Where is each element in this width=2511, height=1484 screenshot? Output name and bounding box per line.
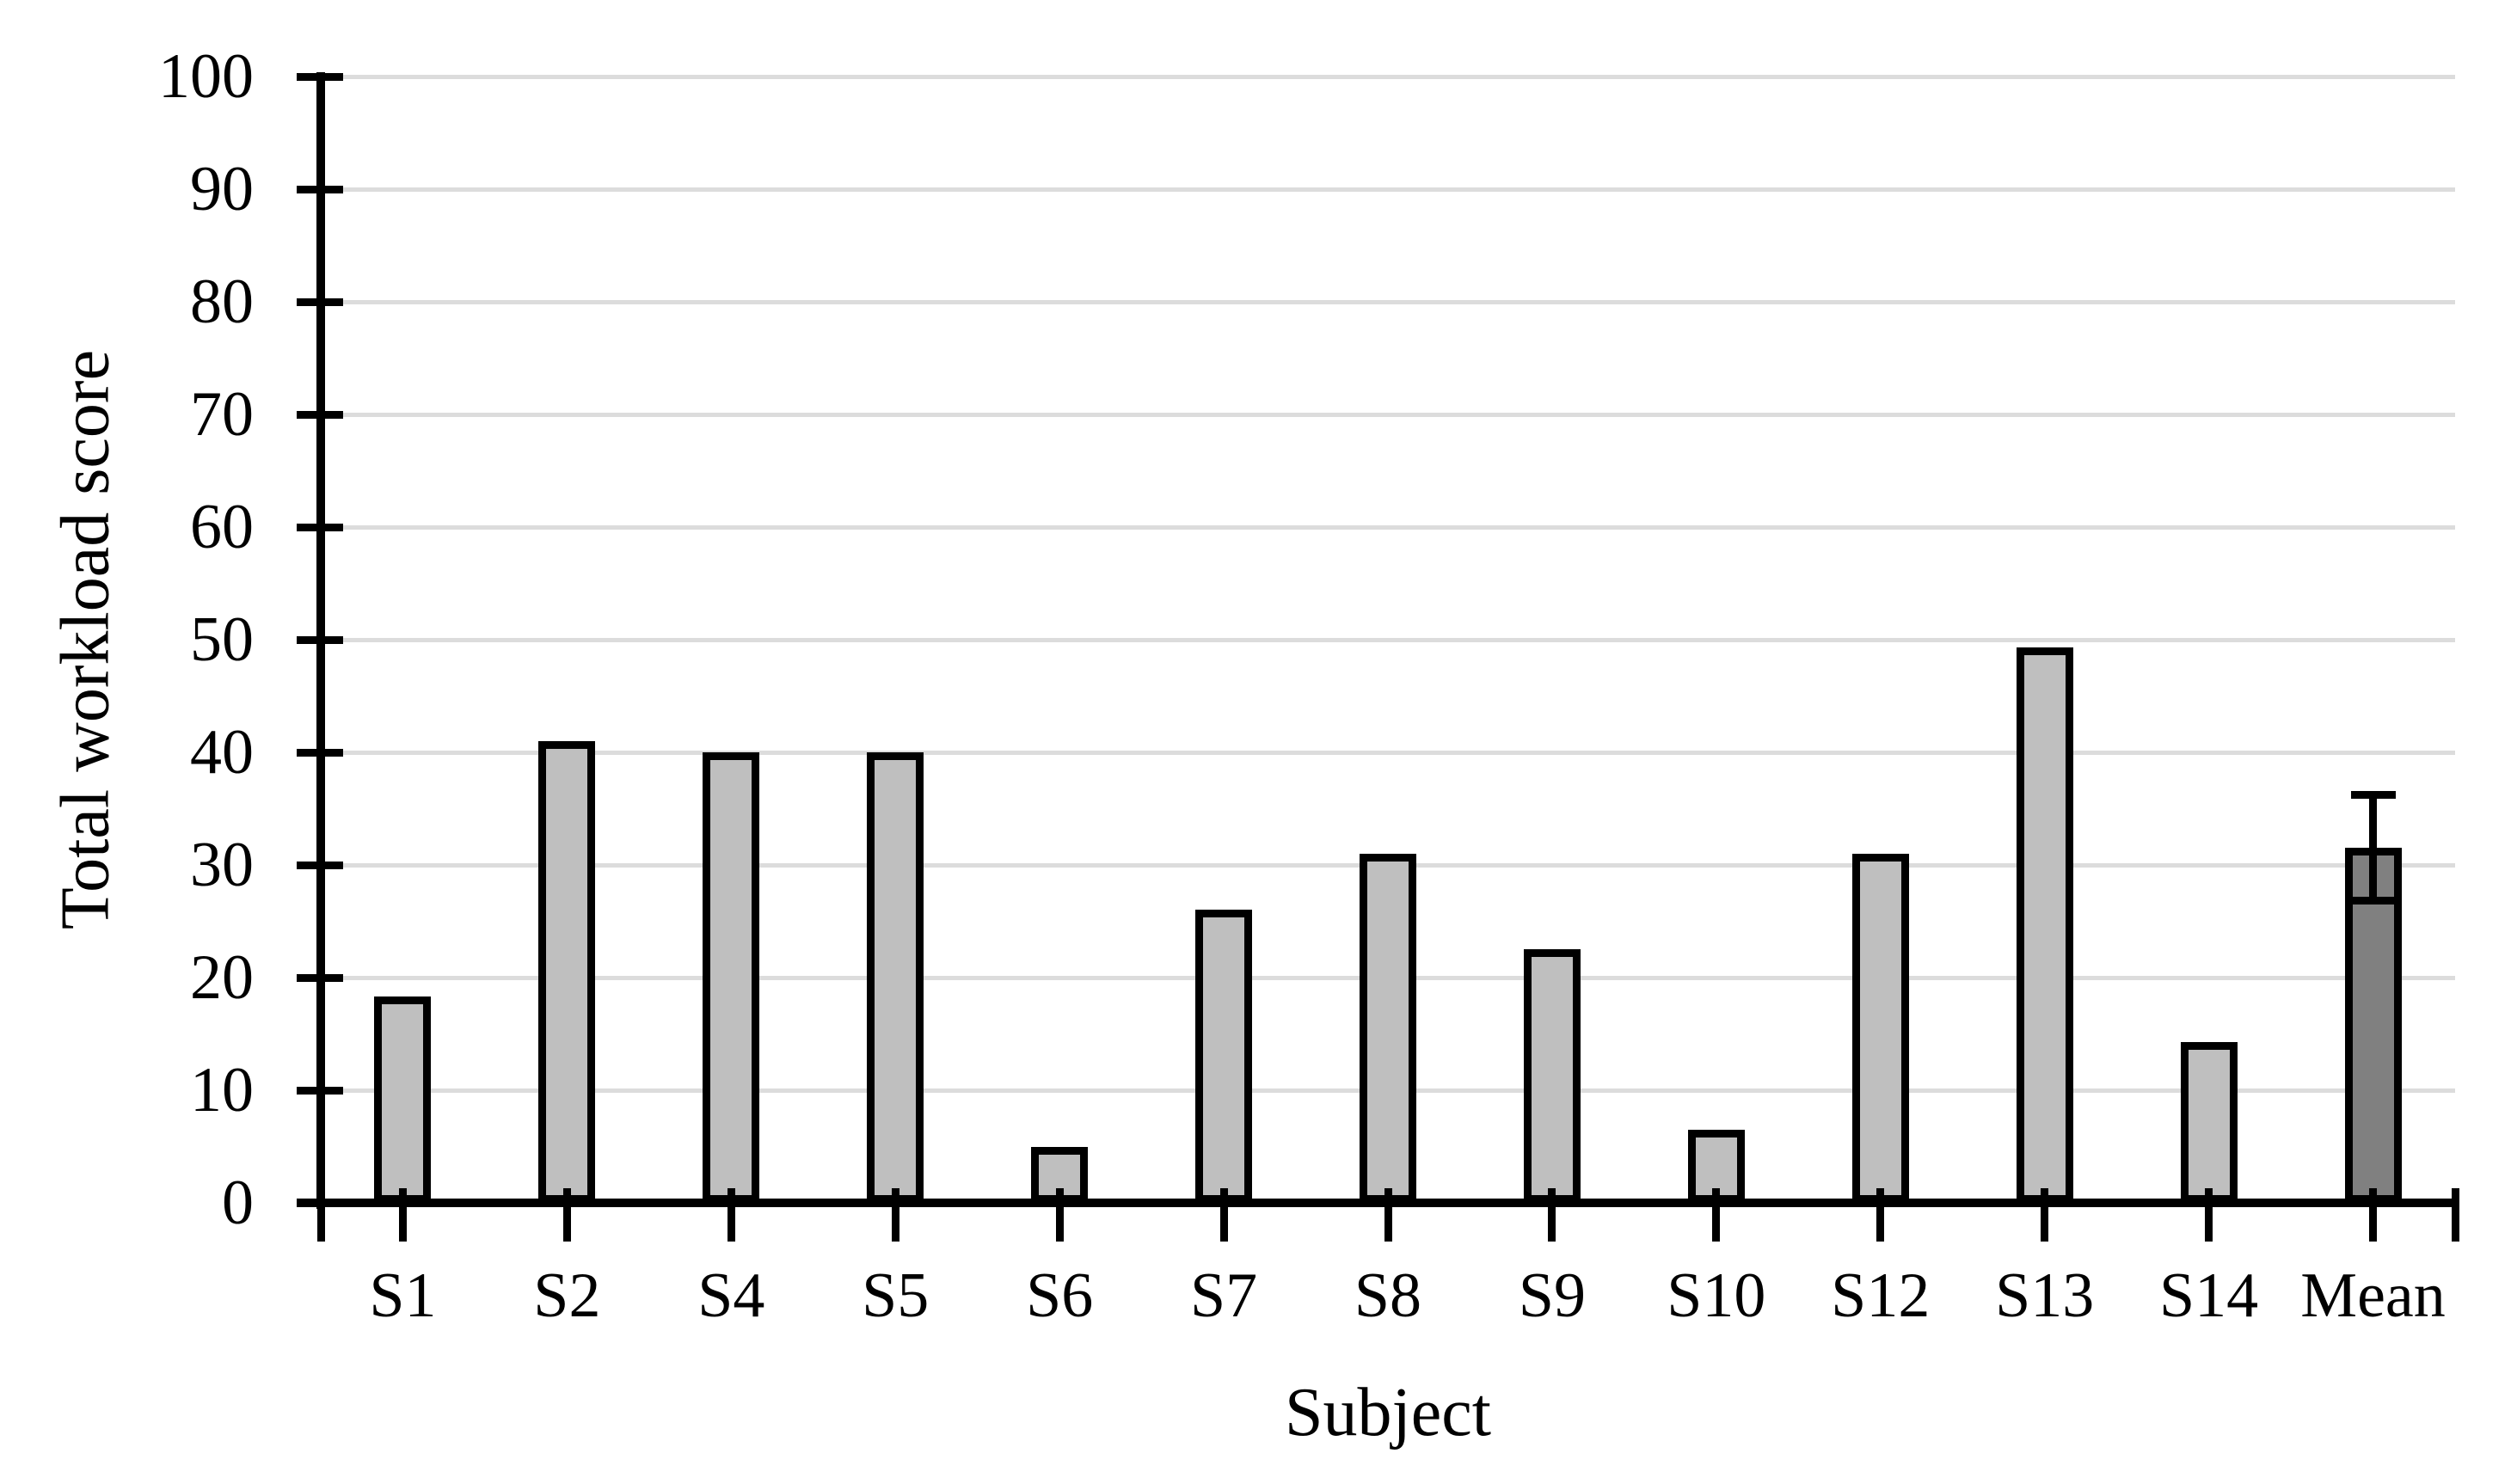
bar-S7 (1195, 910, 1253, 1203)
x-tick-7 (1219, 1188, 1228, 1242)
bar-S13 (2016, 647, 2073, 1203)
x-category-label-S12: S12 (1831, 1260, 1931, 1331)
gridline-70 (343, 412, 2455, 417)
x-category-label-S7: S7 (1189, 1260, 1258, 1331)
x-category-label-S8: S8 (1354, 1260, 1422, 1331)
x-tick-0 (316, 1188, 325, 1242)
x-tick-12 (2041, 1188, 2049, 1242)
bar-S9 (1523, 949, 1581, 1203)
x-tick-1 (2451, 1188, 2459, 1242)
x-tick-4 (727, 1188, 735, 1242)
x-tick-6 (1055, 1188, 1064, 1242)
y-tick-label-80: 80 (190, 267, 254, 337)
x-axis-line (297, 1199, 2459, 1207)
gridline-80 (343, 299, 2455, 304)
x-tick-10 (1712, 1188, 1721, 1242)
x-category-label-S6: S6 (1026, 1260, 1094, 1331)
x-category-label-S5: S5 (862, 1260, 930, 1331)
y-tick-label-20: 20 (190, 942, 254, 1013)
y-tick-label-90: 90 (190, 154, 254, 224)
y-tick-label-70: 70 (190, 379, 254, 450)
y-tick-label-100: 100 (158, 41, 254, 112)
x-category-label-S13: S13 (1995, 1260, 2095, 1331)
x-tick-8 (1384, 1188, 1392, 1242)
y-tick-label-50: 50 (190, 604, 254, 675)
error-bar-cap-bottom (2350, 897, 2396, 905)
x-tick-3 (562, 1188, 571, 1242)
gridline-40 (343, 750, 2455, 755)
bar-S1 (374, 996, 432, 1203)
x-tick-2 (398, 1188, 407, 1242)
error-bar-cap-top (2350, 791, 2396, 800)
y-tick-label-10: 10 (190, 1055, 254, 1125)
bar-S6 (1031, 1146, 1089, 1203)
x-category-label-S10: S10 (1667, 1260, 1766, 1331)
y-axis-line (316, 72, 325, 1209)
x-tick-11 (1876, 1188, 1885, 1242)
bar-S8 (1360, 853, 1416, 1203)
x-axis-title: Subject (1285, 1375, 1491, 1450)
bar-S12 (1851, 853, 1909, 1203)
bar-S5 (867, 752, 924, 1203)
error-bar-line (2369, 794, 2378, 901)
x-category-label-Mean: Mean (2300, 1260, 2446, 1331)
x-category-label-S9: S9 (1518, 1260, 1586, 1331)
bar-S4 (703, 752, 760, 1203)
y-tick-label-0: 0 (222, 1168, 254, 1238)
x-tick-5 (891, 1188, 899, 1242)
y-tick-label-40: 40 (190, 717, 254, 788)
plot-area (321, 74, 2455, 1203)
gridline-100 (343, 74, 2455, 79)
x-tick-13 (2205, 1188, 2213, 1242)
bar-S2 (538, 740, 596, 1203)
x-category-label-S2: S2 (533, 1260, 601, 1331)
gridline-50 (343, 637, 2455, 642)
x-category-label-S14: S14 (2159, 1260, 2259, 1331)
x-tick-9 (1548, 1188, 1556, 1242)
y-tick-label-60: 60 (190, 492, 254, 562)
gridline-90 (343, 187, 2455, 192)
x-tick-14 (2369, 1188, 2378, 1242)
bar-S14 (2180, 1041, 2238, 1203)
y-tick-label-30: 30 (190, 830, 254, 900)
gridline-60 (343, 524, 2455, 530)
x-category-label-S4: S4 (697, 1260, 765, 1331)
x-category-label-S1: S1 (369, 1260, 437, 1331)
